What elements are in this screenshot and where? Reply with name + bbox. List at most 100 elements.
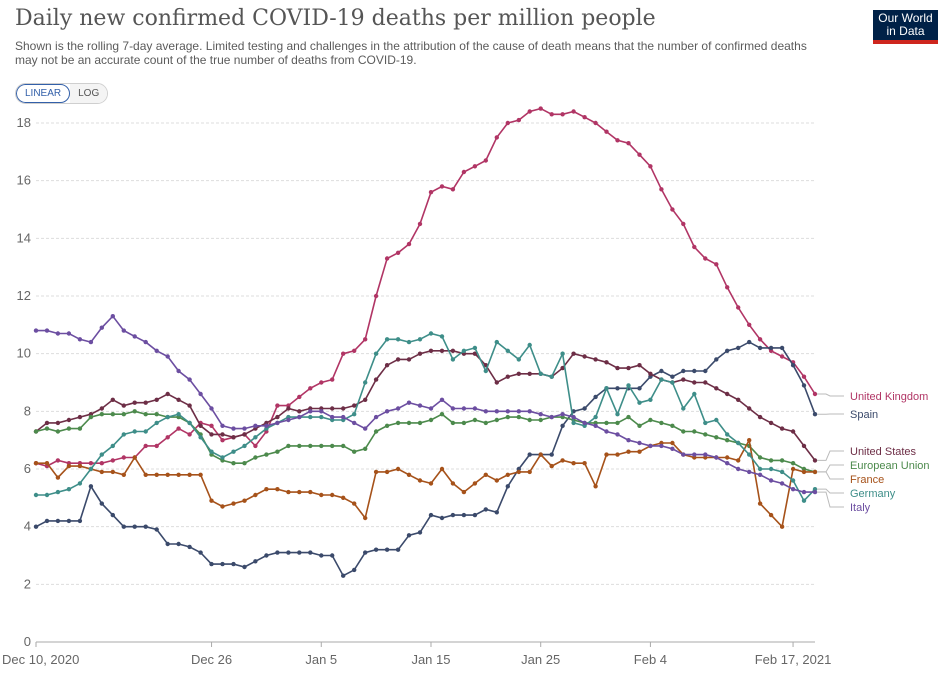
data-point[interactable] [681, 452, 686, 457]
data-point[interactable] [297, 394, 302, 400]
data-point[interactable] [648, 443, 653, 449]
data-point[interactable] [286, 443, 291, 449]
data-point[interactable] [395, 357, 401, 362]
data-point[interactable] [648, 417, 653, 423]
data-point[interactable] [582, 461, 587, 466]
data-point[interactable] [428, 331, 434, 336]
data-point[interactable] [264, 423, 269, 428]
series-european-union[interactable] [33, 409, 818, 475]
data-point[interactable] [505, 374, 510, 379]
data-point[interactable] [66, 426, 72, 431]
data-point[interactable] [549, 452, 554, 457]
data-point[interactable] [352, 403, 357, 408]
data-point[interactable] [110, 469, 116, 475]
data-point[interactable] [461, 406, 467, 411]
data-point[interactable] [626, 438, 631, 443]
data-point[interactable] [527, 109, 532, 114]
data-point[interactable] [330, 377, 335, 382]
data-point[interactable] [725, 461, 730, 466]
data-point[interactable] [110, 412, 116, 417]
data-point[interactable] [549, 463, 554, 469]
data-point[interactable] [681, 221, 686, 227]
data-point[interactable] [308, 489, 313, 495]
data-point[interactable] [560, 351, 565, 356]
data-point[interactable] [143, 472, 148, 477]
data-point[interactable] [450, 187, 456, 192]
data-point[interactable] [757, 345, 763, 351]
data-point[interactable] [747, 406, 752, 411]
data-point[interactable] [286, 406, 291, 411]
data-point[interactable] [516, 414, 521, 420]
linear-scale-button[interactable]: LINEAR [16, 84, 71, 103]
data-point[interactable] [406, 420, 412, 426]
data-point[interactable] [132, 455, 137, 460]
data-point[interactable] [209, 423, 214, 428]
data-point[interactable] [615, 432, 620, 437]
data-point[interactable] [132, 524, 137, 529]
data-point[interactable] [483, 507, 488, 512]
data-point[interactable] [384, 469, 390, 475]
data-point[interactable] [604, 420, 609, 426]
data-point[interactable] [209, 406, 214, 411]
data-point[interactable] [560, 365, 565, 371]
data-point[interactable] [439, 334, 445, 339]
data-point[interactable] [527, 342, 532, 348]
data-point[interactable] [308, 550, 313, 555]
log-scale-button[interactable]: LOG [70, 84, 108, 103]
data-point[interactable] [428, 190, 434, 195]
data-point[interactable] [110, 458, 116, 463]
data-point[interactable] [637, 386, 642, 391]
data-point[interactable] [33, 492, 39, 498]
data-point[interactable] [55, 475, 61, 480]
data-point[interactable] [373, 377, 379, 382]
data-point[interactable] [297, 414, 302, 420]
data-point[interactable] [670, 207, 675, 212]
legend-label[interactable]: Spain [850, 409, 878, 421]
data-point[interactable] [33, 429, 39, 434]
data-point[interactable] [703, 452, 708, 457]
data-point[interactable] [428, 406, 434, 411]
data-point[interactable] [198, 435, 203, 440]
data-point[interactable] [428, 348, 434, 353]
data-point[interactable] [648, 371, 653, 376]
data-point[interactable] [330, 414, 335, 420]
data-point[interactable] [406, 472, 412, 477]
data-point[interactable] [297, 489, 302, 495]
data-point[interactable] [132, 334, 137, 339]
data-point[interactable] [121, 432, 127, 437]
data-point[interactable] [812, 489, 818, 495]
data-point[interactable] [681, 406, 686, 411]
data-point[interactable] [55, 489, 61, 495]
data-point[interactable] [505, 348, 510, 353]
data-point[interactable] [319, 553, 324, 558]
data-point[interactable] [253, 435, 258, 440]
data-point[interactable] [472, 512, 478, 518]
data-point[interactable] [439, 466, 445, 472]
data-point[interactable] [582, 115, 587, 120]
data-point[interactable] [472, 164, 478, 169]
data-point[interactable] [187, 432, 192, 437]
data-point[interactable] [110, 397, 116, 402]
data-point[interactable] [363, 426, 368, 431]
data-point[interactable] [384, 409, 390, 414]
data-point[interactable] [692, 452, 697, 457]
data-point[interactable] [121, 524, 127, 529]
data-point[interactable] [527, 452, 532, 457]
data-point[interactable] [538, 106, 543, 111]
data-point[interactable] [593, 120, 598, 126]
data-point[interactable] [165, 391, 170, 397]
data-point[interactable] [176, 397, 181, 402]
data-point[interactable] [384, 423, 390, 428]
data-point[interactable] [549, 374, 554, 379]
data-point[interactable] [395, 337, 401, 342]
data-point[interactable] [406, 357, 412, 362]
data-point[interactable] [626, 141, 631, 146]
data-point[interactable] [593, 414, 598, 420]
data-point[interactable] [176, 426, 181, 431]
data-point[interactable] [132, 409, 137, 414]
data-point[interactable] [110, 314, 116, 319]
data-point[interactable] [330, 492, 335, 498]
data-point[interactable] [659, 187, 664, 192]
data-point[interactable] [472, 417, 478, 423]
data-point[interactable] [209, 449, 214, 454]
